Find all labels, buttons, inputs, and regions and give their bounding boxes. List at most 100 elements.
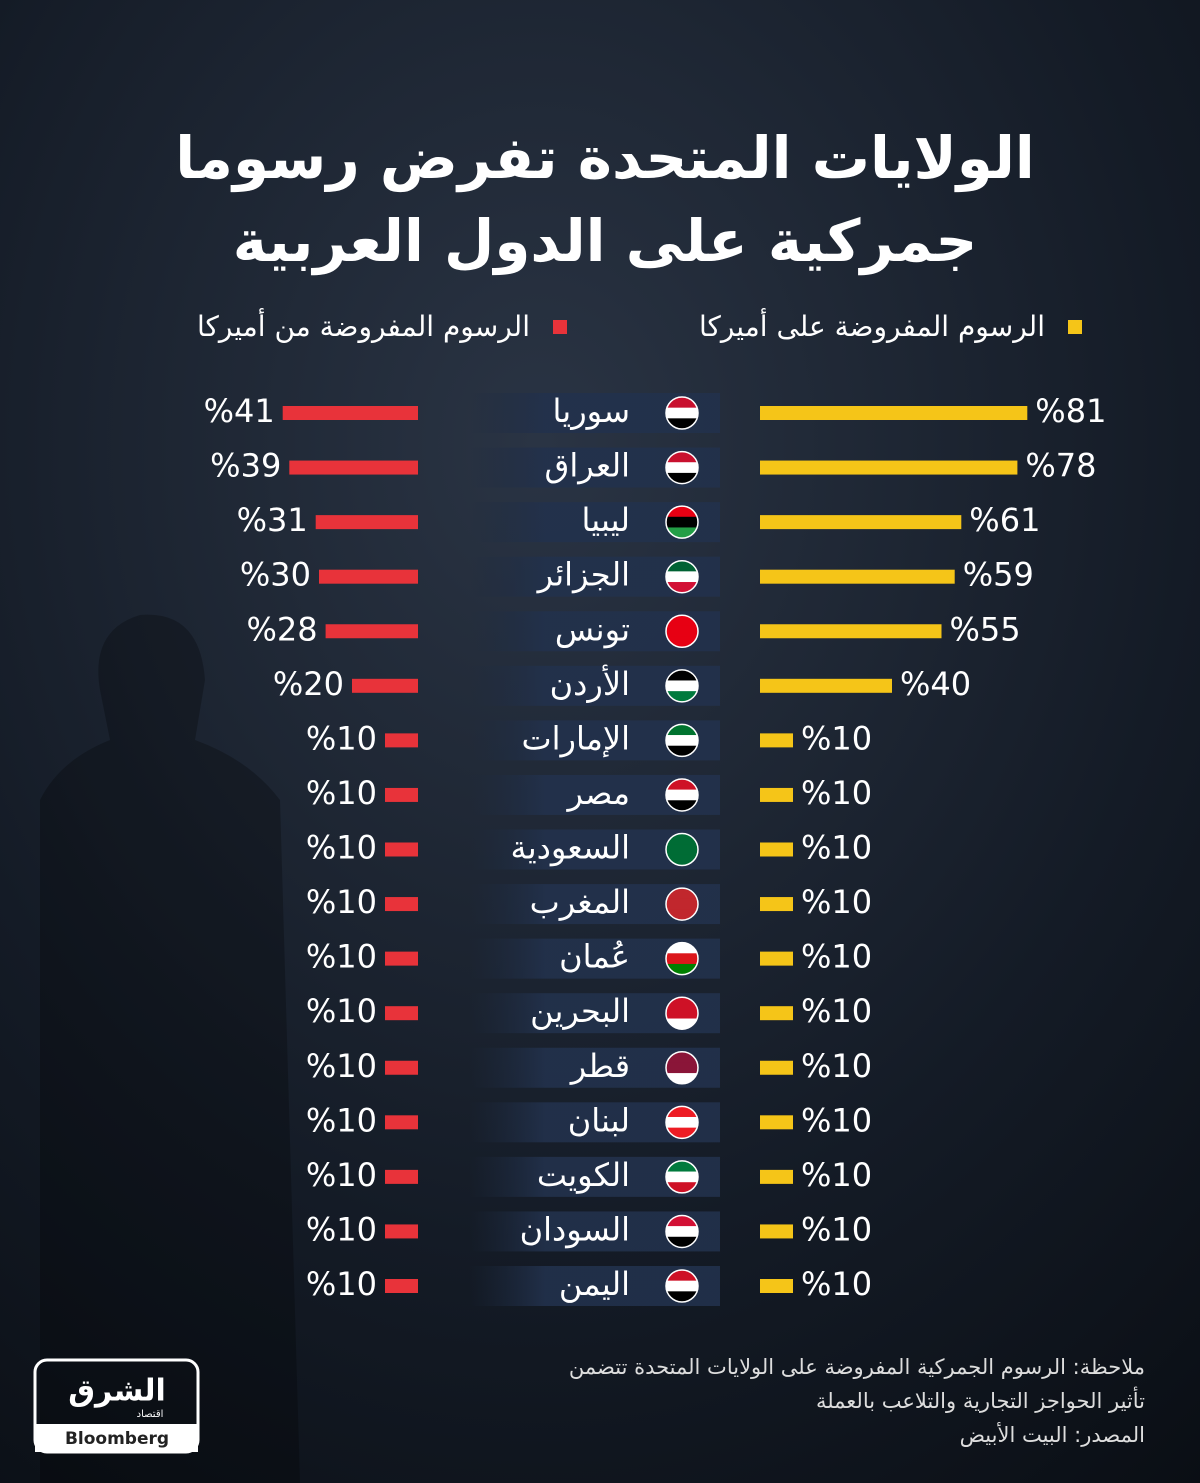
value-label: %10 [306, 1047, 377, 1085]
value-label: %10 [306, 938, 377, 976]
silhouette [40, 614, 300, 1483]
flag-stripe [666, 527, 698, 539]
legend-label: الرسوم المفروضة على أميركا [699, 307, 1045, 343]
category-label: عُمان [559, 938, 630, 976]
flag-border [665, 396, 699, 430]
flag-stripe [666, 1270, 698, 1282]
flag-stripe [666, 636, 698, 648]
logo-partner: Bloomberg [65, 1429, 169, 1449]
value-label: %10 [306, 1265, 377, 1303]
flag-stripe [666, 888, 698, 900]
bar [282, 406, 418, 420]
flag-border [665, 1051, 699, 1085]
legend-swatch [553, 320, 567, 334]
value-label: %10 [801, 774, 872, 812]
flag-stripe [666, 1062, 698, 1074]
flag-stripe [666, 582, 698, 593]
bar [760, 406, 1028, 420]
flag [665, 996, 699, 1030]
flag-border [665, 832, 699, 867]
flag-stripe [666, 745, 698, 757]
flag-stripe [666, 407, 698, 419]
title-line: الولايات المتحدة تفرض رسوما [175, 124, 1035, 193]
flag-stripe [666, 854, 698, 866]
flag-stripe [666, 506, 698, 518]
value-label: %61 [969, 501, 1040, 539]
value-label: %10 [306, 719, 377, 757]
bar [289, 460, 418, 475]
value-label: %59 [963, 556, 1034, 594]
bar [760, 733, 793, 748]
logo-name: الشرق [68, 1374, 166, 1409]
bar [385, 787, 418, 802]
flag-stripe [666, 1106, 698, 1118]
bar [319, 569, 418, 584]
flag-stripe [666, 451, 698, 463]
value-label: %31 [237, 501, 308, 539]
value-label: %10 [306, 883, 377, 921]
flag-border [665, 887, 699, 921]
category-label: الإمارات [522, 719, 631, 757]
flag [665, 614, 699, 648]
bar [760, 1279, 793, 1293]
flag-border [665, 1105, 699, 1140]
value-label: %10 [306, 1156, 377, 1194]
flag-stripe [666, 1073, 698, 1084]
bar [385, 733, 418, 748]
category-label: تونس [555, 610, 630, 648]
logo: الشرق اقتصاد Bloomberg [33, 1358, 200, 1454]
bar [760, 897, 793, 912]
flag-border [665, 1214, 699, 1249]
flag [665, 778, 699, 812]
value-label: %30 [240, 556, 311, 594]
flag-border [665, 1160, 699, 1194]
value-label: %10 [306, 992, 377, 1030]
flag-stripe [666, 397, 698, 409]
bar [385, 1224, 418, 1239]
category-label: السودان [520, 1210, 630, 1248]
value-label: %81 [1035, 392, 1106, 430]
flag-stripe [666, 691, 698, 702]
flag-border [665, 778, 699, 812]
category-label: العراق [545, 447, 630, 485]
logo-sub: اقتصاد [137, 1409, 164, 1420]
bar [760, 842, 793, 857]
flag-border [665, 669, 699, 703]
bar [385, 842, 418, 857]
flag [665, 832, 699, 867]
flag [665, 887, 699, 921]
flag-stripe [666, 1160, 698, 1173]
bar [315, 515, 418, 530]
bar [385, 1169, 418, 1184]
flag-stripe [666, 1007, 698, 1020]
value-label: %39 [210, 447, 281, 485]
flag-stripe [666, 724, 698, 736]
flag-stripe [666, 1182, 698, 1193]
bar [760, 678, 892, 693]
value-label: %10 [801, 883, 872, 921]
flag-stripe [666, 560, 698, 572]
source: المصدر: البيت الأبيض [960, 1422, 1145, 1447]
flag-border [665, 559, 699, 594]
flag-stripe [666, 844, 698, 856]
flag-border [665, 996, 699, 1030]
flag-stripe [666, 953, 698, 965]
flag-border [665, 941, 699, 976]
flag-stripe [666, 571, 698, 583]
flag-stripe [666, 909, 698, 921]
bar [385, 1006, 418, 1021]
flag [665, 559, 699, 594]
flag-stripe [666, 833, 698, 845]
category-label: سوريا [553, 392, 630, 430]
category-label: المغرب [530, 883, 630, 921]
bar [760, 1224, 793, 1239]
flag-stripe [666, 1291, 698, 1302]
category-label: اليمن [559, 1265, 630, 1303]
value-label: %10 [306, 1210, 377, 1248]
bar [760, 569, 955, 584]
bar [385, 897, 418, 912]
category-label: ليبيا [582, 501, 630, 539]
value-label: %41 [204, 392, 275, 430]
bar [385, 951, 418, 966]
flag-border [665, 1269, 699, 1303]
